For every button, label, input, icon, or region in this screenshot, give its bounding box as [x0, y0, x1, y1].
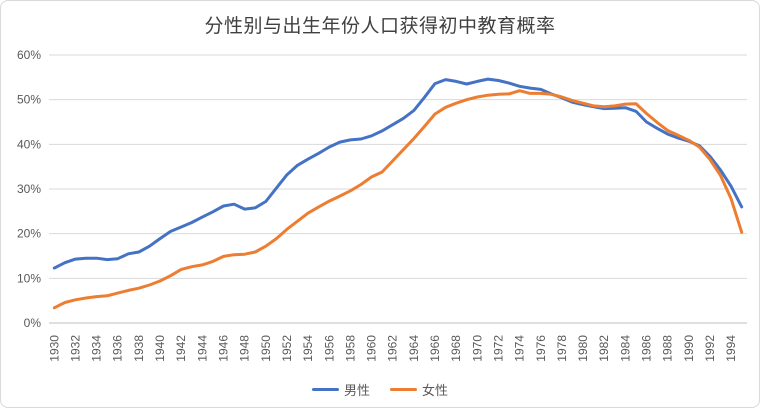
x-tick-label-1972: 1972: [491, 335, 505, 362]
y-tick-label-30: 30%: [17, 182, 41, 196]
x-tick-label-1968: 1968: [449, 335, 463, 362]
x-tick-label-1990: 1990: [682, 335, 696, 362]
legend-label-male: 男性: [343, 383, 370, 398]
x-tick-label-1994: 1994: [724, 335, 738, 362]
legend-line-female-icon: [390, 387, 417, 392]
x-tick-label-1962: 1962: [386, 335, 400, 362]
x-tick-label-1942: 1942: [174, 335, 188, 362]
y-tick-label-10: 10%: [17, 271, 41, 285]
series-line-male[interactable]: [52, 77, 744, 270]
legend-line-male-icon: [311, 387, 339, 392]
chart-title: 分性别与出生年份人口获得初中教育概率: [204, 16, 556, 37]
x-tick-label-1978: 1978: [555, 335, 569, 362]
x-tick-label-1992: 1992: [703, 335, 717, 362]
x-tick-label-1960: 1960: [365, 335, 379, 362]
x-tick-label-1952: 1952: [280, 335, 294, 362]
y-tick-label-40: 40%: [17, 137, 41, 151]
y-tick-label-50: 50%: [17, 93, 41, 107]
x-tick-label-1948: 1948: [238, 335, 252, 362]
x-tick-label-1936: 1936: [111, 335, 125, 362]
series-line-female[interactable]: [52, 89, 744, 310]
x-tick-label-1976: 1976: [534, 335, 548, 362]
y-tick-label-0: 0%: [24, 316, 42, 330]
x-tick-label-1980: 1980: [576, 335, 590, 362]
x-tick-label-1940: 1940: [153, 335, 167, 362]
y-tick-label-20: 20%: [17, 227, 41, 241]
x-tick-label-1986: 1986: [640, 335, 654, 362]
x-tick-label-1966: 1966: [428, 335, 442, 362]
x-tick-label-1956: 1956: [322, 335, 336, 362]
x-tick-label-1930: 1930: [47, 335, 61, 362]
x-tick-label-1964: 1964: [407, 335, 421, 362]
legend: 男性 女性: [1, 380, 759, 399]
legend-item-female[interactable]: 女性: [390, 380, 448, 399]
x-tick-label-1954: 1954: [301, 335, 315, 362]
x-tick-label-1970: 1970: [470, 335, 484, 362]
x-tick-label-1984: 1984: [618, 335, 632, 362]
x-tick-label-1950: 1950: [259, 335, 273, 362]
x-tick-label-1938: 1938: [132, 335, 146, 362]
x-tick-label-1974: 1974: [513, 335, 527, 362]
x-tick-label-1934: 1934: [90, 335, 104, 362]
y-tick-label-60: 60%: [17, 48, 41, 62]
x-tick-label-1944: 1944: [195, 335, 209, 362]
x-tick-label-1932: 1932: [68, 335, 82, 362]
legend-label-female: 女性: [422, 383, 449, 398]
x-tick-label-1982: 1982: [597, 335, 611, 362]
legend-item-male[interactable]: 男性: [311, 380, 370, 399]
x-tick-label-1958: 1958: [343, 335, 357, 362]
x-tick-label-1946: 1946: [217, 335, 231, 362]
x-tick-label-1988: 1988: [661, 335, 675, 362]
